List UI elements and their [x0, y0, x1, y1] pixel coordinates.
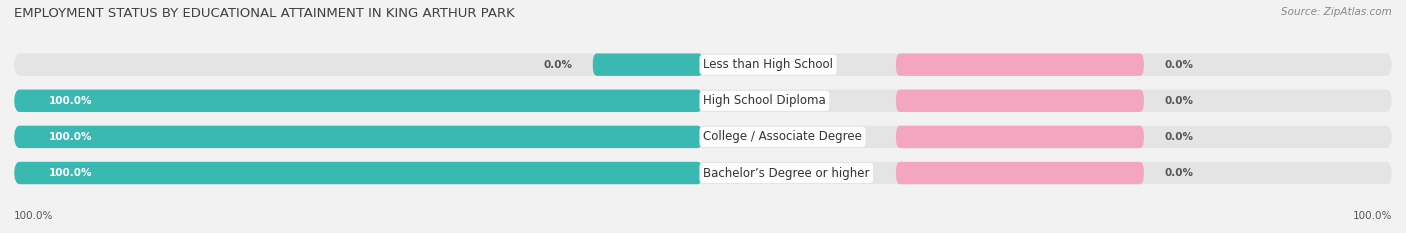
FancyBboxPatch shape	[14, 126, 1392, 148]
Text: 0.0%: 0.0%	[543, 60, 572, 70]
FancyBboxPatch shape	[593, 53, 703, 76]
FancyBboxPatch shape	[14, 126, 703, 148]
Text: 100.0%: 100.0%	[14, 211, 53, 221]
Text: Source: ZipAtlas.com: Source: ZipAtlas.com	[1281, 7, 1392, 17]
Text: 0.0%: 0.0%	[1164, 168, 1194, 178]
Text: 0.0%: 0.0%	[1164, 96, 1194, 106]
FancyBboxPatch shape	[14, 89, 1392, 112]
Text: 100.0%: 100.0%	[48, 168, 91, 178]
FancyBboxPatch shape	[14, 89, 703, 112]
FancyBboxPatch shape	[14, 162, 1392, 184]
Text: EMPLOYMENT STATUS BY EDUCATIONAL ATTAINMENT IN KING ARTHUR PARK: EMPLOYMENT STATUS BY EDUCATIONAL ATTAINM…	[14, 7, 515, 20]
FancyBboxPatch shape	[896, 53, 1144, 76]
FancyBboxPatch shape	[896, 89, 1144, 112]
FancyBboxPatch shape	[14, 162, 703, 184]
FancyBboxPatch shape	[896, 126, 1144, 148]
Text: 100.0%: 100.0%	[1353, 211, 1392, 221]
Text: 100.0%: 100.0%	[48, 96, 91, 106]
Text: Less than High School: Less than High School	[703, 58, 832, 71]
FancyBboxPatch shape	[14, 53, 1392, 76]
Text: High School Diploma: High School Diploma	[703, 94, 825, 107]
Text: 100.0%: 100.0%	[48, 132, 91, 142]
Text: 0.0%: 0.0%	[1164, 132, 1194, 142]
FancyBboxPatch shape	[896, 162, 1144, 184]
Text: 0.0%: 0.0%	[1164, 60, 1194, 70]
Text: College / Associate Degree: College / Associate Degree	[703, 130, 862, 143]
Text: Bachelor’s Degree or higher: Bachelor’s Degree or higher	[703, 167, 869, 179]
